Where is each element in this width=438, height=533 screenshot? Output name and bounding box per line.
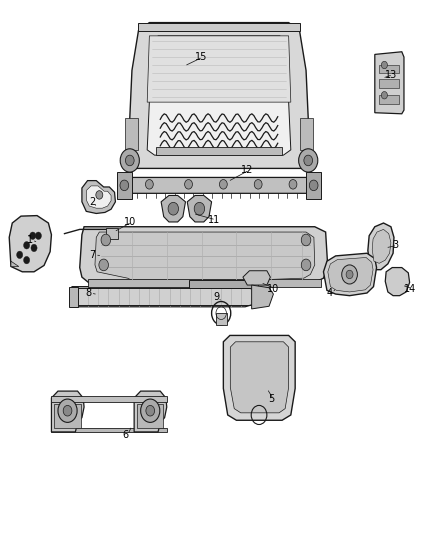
Bar: [137, 405, 163, 428]
Text: 3: 3: [392, 240, 398, 251]
Circle shape: [146, 406, 155, 416]
Bar: [54, 405, 81, 428]
Polygon shape: [147, 36, 291, 102]
Circle shape: [342, 265, 357, 284]
Circle shape: [141, 399, 160, 422]
Bar: [69, 287, 78, 307]
Circle shape: [24, 241, 30, 249]
Circle shape: [301, 259, 311, 271]
Polygon shape: [134, 391, 167, 432]
Polygon shape: [223, 335, 295, 420]
Circle shape: [381, 61, 388, 69]
Polygon shape: [300, 118, 313, 150]
Polygon shape: [147, 36, 291, 155]
Text: 4: 4: [327, 288, 333, 298]
Polygon shape: [80, 227, 328, 287]
Circle shape: [194, 203, 205, 215]
Bar: [215, 313, 227, 325]
Circle shape: [58, 399, 77, 422]
Text: 2: 2: [90, 197, 96, 207]
Polygon shape: [328, 257, 373, 292]
Polygon shape: [117, 172, 132, 199]
Polygon shape: [9, 216, 51, 272]
Bar: [188, 280, 258, 288]
Bar: [106, 228, 118, 239]
Text: 7: 7: [90, 250, 96, 260]
Text: 11: 11: [208, 215, 220, 225]
Polygon shape: [375, 52, 404, 114]
Circle shape: [63, 406, 72, 416]
Text: 10: 10: [267, 284, 279, 294]
Text: 10: 10: [124, 217, 136, 227]
Circle shape: [96, 191, 103, 199]
Circle shape: [101, 234, 111, 246]
Text: 8: 8: [85, 288, 92, 298]
Circle shape: [17, 251, 23, 259]
Text: 6: 6: [122, 430, 128, 440]
Polygon shape: [82, 181, 116, 214]
Polygon shape: [51, 428, 167, 432]
Polygon shape: [306, 172, 321, 199]
Circle shape: [219, 180, 227, 189]
Polygon shape: [125, 118, 138, 150]
Polygon shape: [125, 22, 313, 168]
Bar: [379, 65, 399, 74]
Text: 12: 12: [241, 165, 254, 175]
Polygon shape: [51, 391, 84, 432]
Circle shape: [31, 244, 37, 252]
Circle shape: [346, 270, 353, 279]
Polygon shape: [243, 271, 270, 285]
Bar: [88, 279, 321, 287]
Circle shape: [309, 180, 318, 191]
Circle shape: [299, 149, 318, 172]
Polygon shape: [323, 253, 377, 296]
Text: 5: 5: [268, 394, 274, 404]
Polygon shape: [71, 287, 258, 307]
Bar: [51, 397, 167, 402]
Circle shape: [301, 234, 311, 246]
Polygon shape: [161, 196, 185, 222]
Polygon shape: [187, 196, 212, 222]
Polygon shape: [95, 232, 315, 281]
Circle shape: [120, 149, 139, 172]
Circle shape: [24, 256, 30, 264]
Circle shape: [35, 232, 42, 239]
Text: 1: 1: [27, 235, 33, 245]
Circle shape: [168, 203, 179, 215]
Circle shape: [30, 232, 36, 239]
Text: 15: 15: [194, 52, 207, 62]
Text: 13: 13: [385, 70, 397, 79]
Text: 14: 14: [404, 284, 417, 294]
Polygon shape: [11, 261, 19, 266]
Polygon shape: [372, 229, 391, 263]
Circle shape: [289, 180, 297, 189]
Bar: [138, 23, 300, 30]
Circle shape: [254, 180, 262, 189]
Polygon shape: [368, 223, 394, 270]
Polygon shape: [230, 342, 289, 413]
Circle shape: [125, 155, 134, 166]
Circle shape: [145, 180, 153, 189]
Bar: [379, 95, 399, 104]
Polygon shape: [118, 177, 316, 193]
Bar: [379, 79, 399, 88]
Polygon shape: [87, 186, 111, 208]
Text: 9: 9: [214, 292, 220, 302]
Polygon shape: [385, 268, 410, 296]
Polygon shape: [252, 285, 273, 309]
Circle shape: [120, 180, 129, 191]
Bar: [156, 147, 282, 155]
Circle shape: [99, 259, 109, 271]
Circle shape: [304, 155, 313, 166]
Circle shape: [381, 92, 388, 99]
Circle shape: [185, 180, 192, 189]
